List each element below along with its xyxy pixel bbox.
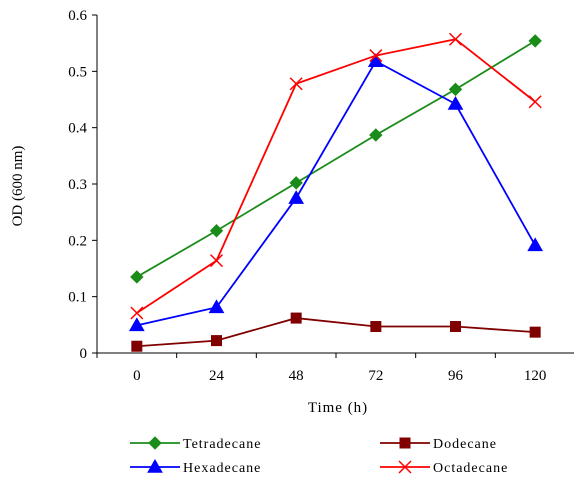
x-tick-label: 48 [289,368,304,384]
data-point-dodecane [370,321,382,333]
y-tick-label: 0.3 [68,177,87,193]
data-point-octadecane [209,254,224,268]
data-point-dodecane [211,335,222,347]
data-point-dodecane [131,340,143,352]
y-tick-label: 0.6 [68,8,87,24]
legend-item-octadecane: Octadecane [380,460,508,476]
x-tick-label: 72 [368,368,383,384]
data-point-octadecane [289,77,303,91]
data-point-octadecane [369,49,383,63]
data-point-tetradecane [448,82,463,97]
data-point-hexadecane [128,317,145,332]
data-point-tetradecane [289,176,303,190]
data-point-tetradecane [130,270,144,284]
legend-marker [147,458,163,473]
y-tick-label: 0.4 [68,121,87,137]
data-point-tetradecane [528,34,542,48]
series-line-dodecane [136,317,536,348]
x-tick-label: 96 [448,368,464,384]
legend: Tetradecane Dodecane Hexadecane Octadecane [130,436,508,476]
series-line-octadecane [136,38,536,314]
legend-marker [398,460,412,474]
marker-stroke [369,49,383,63]
x-tick-label: 24 [209,368,225,384]
data-point-octadecane [528,95,542,109]
marker-stroke [209,254,224,268]
y-axis-ticks: 0 0.1 0.2 0.3 0.4 0.5 0.6 [68,8,97,362]
data-point-hexadecane [208,299,225,314]
series-hexadecane [128,53,544,332]
x-tick-label: 0 [133,368,141,384]
legend-label: Dodecane [433,437,497,452]
legend-marker [399,437,411,449]
legend-label: Hexadecane [183,461,261,476]
y-tick-label: 0 [80,346,88,362]
series-octadecane [130,32,542,320]
data-point-hexadecane [527,237,544,252]
marker-stroke [289,77,303,91]
marker-stroke [398,460,412,474]
chart-axes [96,15,574,354]
legend-label: Octadecane [433,461,508,476]
legend-label: Tetradecane [183,437,261,452]
data-point-hexadecane [288,190,305,204]
legend-item-dodecane: Dodecane [380,437,497,452]
data-point-tetradecane [209,224,224,238]
legend-item-tetradecane: Tetradecane [130,436,261,452]
marker-stroke [448,32,463,46]
marker-stroke [528,95,542,109]
y-tick-label: 0.2 [68,233,87,249]
series-tetradecane [130,34,542,284]
data-point-dodecane [450,321,461,333]
series-line-tetradecane [136,40,536,278]
legend-item-hexadecane: Hexadecane [130,458,261,476]
data-point-tetradecane [369,128,383,142]
data-point-octadecane [448,32,463,46]
data-point-dodecane [529,326,541,338]
x-axis-ticks: 0 24 48 72 96 120 [96,353,547,384]
x-tick-label: 120 [524,368,547,384]
series-group [128,32,544,352]
data-point-hexadecane [367,53,384,67]
data-point-hexadecane [447,95,464,110]
series-dodecane [131,312,541,352]
y-axis-label: OD (600 nm) [10,146,26,227]
y-tick-label: 0.5 [68,64,87,80]
series-line-hexadecane [136,59,536,327]
marker-stroke [130,306,144,320]
data-point-dodecane [290,312,302,324]
x-axis-label: Time (h) [308,400,368,416]
legend-marker [148,436,162,450]
y-tick-label: 0.1 [68,290,87,306]
data-point-octadecane [130,306,144,320]
